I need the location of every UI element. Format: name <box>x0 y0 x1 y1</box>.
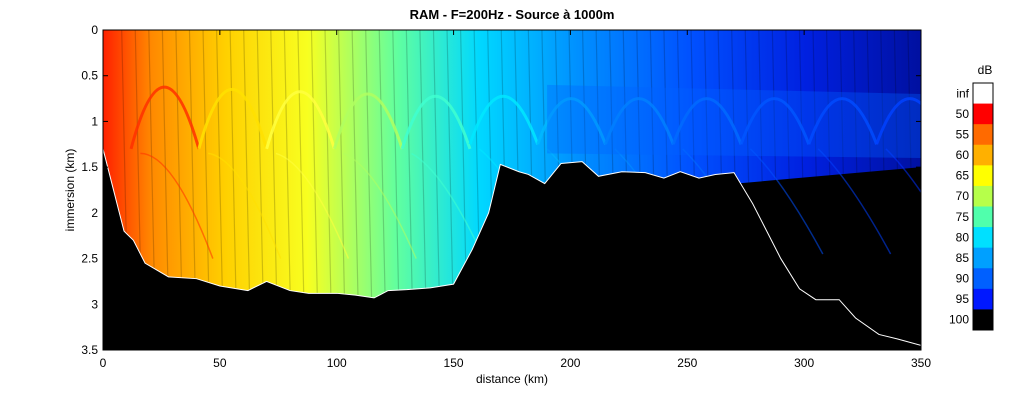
x-tick-label: 300 <box>794 356 814 370</box>
y-tick-label: 2.5 <box>81 252 98 266</box>
ray-arc-deep <box>343 152 417 259</box>
ray-arc-deep <box>749 148 824 255</box>
colorbar-label: 55 <box>956 127 970 141</box>
x-axis-label: distance (km) <box>476 372 548 386</box>
colorbar-swatch <box>973 124 993 146</box>
ray-arc <box>129 85 201 150</box>
colorbar-swatch <box>973 103 993 125</box>
ray-arc-deep <box>817 148 892 255</box>
y-tick-label: 0.5 <box>81 69 98 83</box>
colorbar-swatch <box>973 165 993 187</box>
ray-arc-deep <box>411 152 485 259</box>
duct-band <box>547 84 921 158</box>
colorbar-label: inf <box>956 86 969 100</box>
colorbar-swatch <box>973 268 993 290</box>
colorbar-swatch <box>973 206 993 228</box>
colorbar-label: 95 <box>956 292 970 306</box>
ray-arc-deep <box>140 152 214 259</box>
y-axis-label: immersion (km) <box>63 149 77 232</box>
field-fill <box>103 30 921 346</box>
y-axis: 0 0.5 1 1.5 2 2.5 3 3.5 <box>81 23 921 357</box>
colorbar-label: 50 <box>956 107 970 121</box>
x-tick-label: 150 <box>444 356 464 370</box>
y-tick-label: 0 <box>91 23 98 37</box>
ray-arc <box>604 97 675 145</box>
field-stripe <box>920 30 921 37</box>
ray-arc-deep <box>885 148 921 194</box>
x-tick-label: 100 <box>327 356 347 370</box>
seabed-fill <box>103 148 921 350</box>
ray-arc-deep <box>275 152 350 259</box>
colorbar-frame <box>972 82 994 331</box>
colorbar-swatch <box>973 247 993 269</box>
colorbar-swatch <box>973 144 993 166</box>
chart-title: RAM - F=200Hz - Source à 1000m <box>410 7 615 22</box>
seabed-line <box>103 148 921 346</box>
ray-arc <box>739 97 811 145</box>
ray-arc <box>875 97 921 145</box>
field-stripe <box>365 30 374 350</box>
colorbar-label: 100 <box>949 313 969 327</box>
colorbar-swatch <box>973 227 993 249</box>
ray-arc <box>197 87 269 150</box>
x-tick-label: 250 <box>677 356 697 370</box>
colorbar-label: 75 <box>956 210 970 224</box>
colorbar-label: 90 <box>956 272 970 286</box>
seabed <box>103 148 921 350</box>
ray-arcs <box>129 84 921 259</box>
y-tick-label: 3.5 <box>81 343 98 357</box>
colorbar-swatch <box>973 288 993 310</box>
y-tick-label: 2 <box>91 206 98 220</box>
y-tick-label: 1.5 <box>81 160 98 174</box>
colorbar-swatch <box>973 185 993 207</box>
colorbar-label: 60 <box>956 148 970 162</box>
y-tick-label: 3 <box>91 297 98 311</box>
ray-arc <box>671 97 743 145</box>
y-tick-label: 1 <box>91 114 98 128</box>
ray-arc <box>265 90 336 150</box>
ray-arc <box>807 97 878 145</box>
plot-frame <box>102 29 922 351</box>
colorbar: dB inf 50 55 60 65 70 75 80 85 90 95 100 <box>949 63 994 331</box>
x-tick-label: 50 <box>213 356 227 370</box>
ray-arc <box>332 92 404 150</box>
ray-arc-deep <box>208 152 282 259</box>
colorbar-swatch <box>973 83 993 105</box>
colorbar-swatch <box>973 309 993 331</box>
x-tick-label: 0 <box>100 356 107 370</box>
colorbar-label: 80 <box>956 230 970 244</box>
x-tick-label: 200 <box>560 356 580 370</box>
x-tick-label: 350 <box>911 356 931 370</box>
colorbar-label: 70 <box>956 189 970 203</box>
colorbar-label: 85 <box>956 251 970 265</box>
ray-arc <box>536 97 607 145</box>
ray-arc <box>400 94 472 150</box>
colorbar-unit: dB <box>978 63 993 77</box>
colorbar-label: 65 <box>956 169 970 183</box>
x-axis: 0 50 100 150 200 250 300 350 <box>100 30 931 370</box>
ray-arc <box>468 95 540 145</box>
